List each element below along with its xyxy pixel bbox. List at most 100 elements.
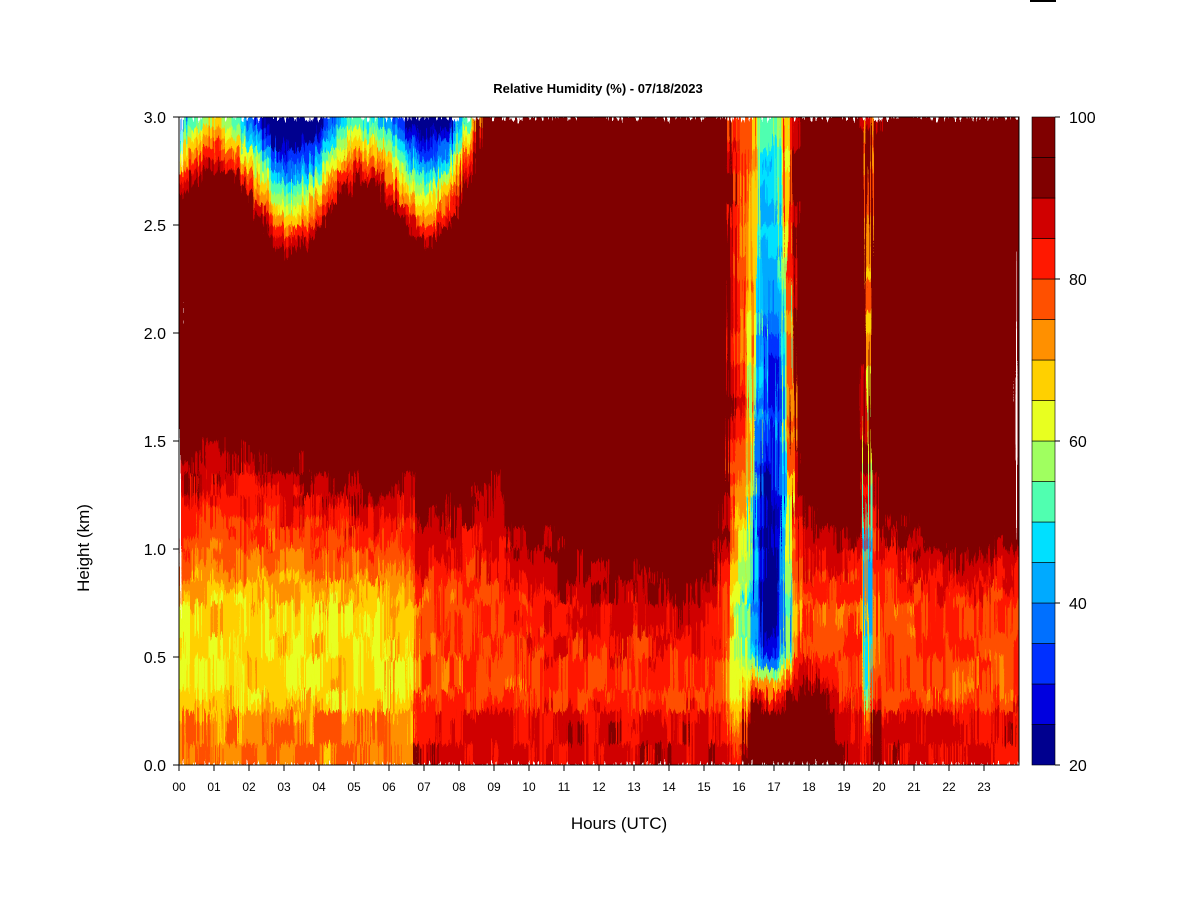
heatmap-cell (325, 192, 332, 204)
heatmap-cell (603, 451, 611, 464)
heatmap-cell (257, 213, 264, 226)
heatmap-cell (414, 418, 422, 431)
heatmap-cell (451, 310, 458, 323)
heatmap-cell (545, 634, 553, 647)
heatmap-cell (335, 397, 343, 410)
heatmap-cell (314, 127, 322, 140)
heatmap-cell (456, 516, 464, 528)
heatmap-cell (199, 732, 206, 744)
heatmap-cell (419, 580, 427, 593)
heatmap-cell (425, 753, 432, 765)
heatmap-cell (220, 127, 227, 140)
heatmap-cell (183, 278, 191, 291)
heatmap-cell (561, 418, 569, 431)
heatmap-cell (456, 148, 464, 161)
heatmap-cell (262, 148, 269, 161)
heatmap-cell (183, 310, 191, 323)
heatmap-cell (603, 645, 611, 658)
heatmap-cell (362, 613, 369, 626)
heatmap-cell (341, 213, 348, 226)
heatmap-cell (257, 397, 264, 410)
heatmap-cell (236, 181, 243, 194)
heatmap-cell (414, 267, 422, 280)
heatmap-cell (230, 278, 238, 291)
heatmap-cell (608, 159, 616, 172)
heatmap-cell (320, 548, 327, 561)
heatmap-cell (309, 483, 317, 496)
heatmap-cell (320, 688, 327, 701)
heatmap-cell (593, 472, 600, 485)
heatmap-cell (388, 559, 395, 572)
heatmap-cell (267, 494, 275, 507)
heatmap-cell (435, 321, 443, 334)
heatmap-cell (398, 624, 406, 636)
heatmap-cell (215, 148, 222, 161)
heatmap-cell (320, 537, 327, 550)
heatmap-cell (199, 138, 206, 150)
heatmap-cell (272, 559, 280, 572)
heatmap-cell (530, 613, 537, 626)
heatmap-cell (246, 138, 254, 150)
heatmap-cell (388, 364, 395, 377)
heatmap-cell (199, 721, 206, 734)
heatmap-cell (493, 602, 500, 615)
heatmap-cell (388, 246, 395, 258)
heatmap-cell (220, 656, 227, 669)
heatmap-cell (398, 732, 406, 744)
heatmap-cell (188, 224, 196, 237)
heatmap-cell (503, 645, 511, 658)
heatmap-cell (179, 354, 185, 366)
heatmap-cell (566, 580, 574, 593)
heatmap-cell (472, 472, 479, 485)
heatmap-cell (566, 505, 574, 518)
heatmap-cell (362, 570, 369, 582)
heatmap-cell (215, 699, 222, 712)
heatmap-cell (598, 559, 605, 572)
heatmap-cell (199, 278, 206, 291)
heatmap-cell (577, 634, 584, 647)
heatmap-cell (314, 375, 322, 388)
heatmap-cell (451, 138, 458, 150)
heatmap-cell (556, 192, 563, 204)
heatmap-cell (530, 375, 537, 388)
heatmap-cell (335, 202, 343, 215)
heatmap-cell (230, 526, 238, 539)
heatmap-cell (530, 181, 537, 194)
heatmap-cell (587, 570, 595, 582)
heatmap-cell (446, 742, 453, 755)
heatmap-cell (194, 602, 201, 615)
heatmap-cell (388, 688, 395, 701)
heatmap-cell (209, 580, 217, 593)
heatmap-cell (183, 634, 191, 647)
heatmap-cell (419, 613, 427, 626)
heatmap-cell (493, 753, 500, 765)
heatmap-cell (283, 472, 290, 485)
heatmap-cell (179, 278, 185, 291)
heatmap-cell (556, 451, 563, 464)
heatmap-cell (430, 732, 437, 744)
heatmap-cell (503, 440, 511, 453)
heatmap-cell (509, 181, 516, 194)
heatmap-cell (225, 591, 233, 604)
heatmap-cell (582, 117, 590, 129)
heatmap-cell (503, 472, 511, 485)
heatmap-cell (467, 138, 474, 150)
heatmap-cell (535, 213, 542, 226)
heatmap-cell (272, 624, 280, 636)
heatmap-cell (435, 591, 443, 604)
heatmap-cell (346, 591, 353, 604)
heatmap-cell (493, 138, 500, 150)
heatmap-cell (503, 127, 511, 140)
heatmap-cell (183, 332, 191, 345)
heatmap-cell (566, 192, 574, 204)
heatmap-cell (472, 117, 479, 129)
heatmap-cell (199, 451, 206, 464)
heatmap-cell (493, 613, 500, 626)
heatmap-cell (362, 397, 369, 410)
heatmap-cell (456, 591, 464, 604)
heatmap-cell (435, 483, 443, 496)
heatmap-cell (388, 181, 395, 194)
heatmap-cell (593, 408, 600, 420)
heatmap-cell (514, 386, 521, 399)
heatmap-cell (519, 181, 527, 194)
